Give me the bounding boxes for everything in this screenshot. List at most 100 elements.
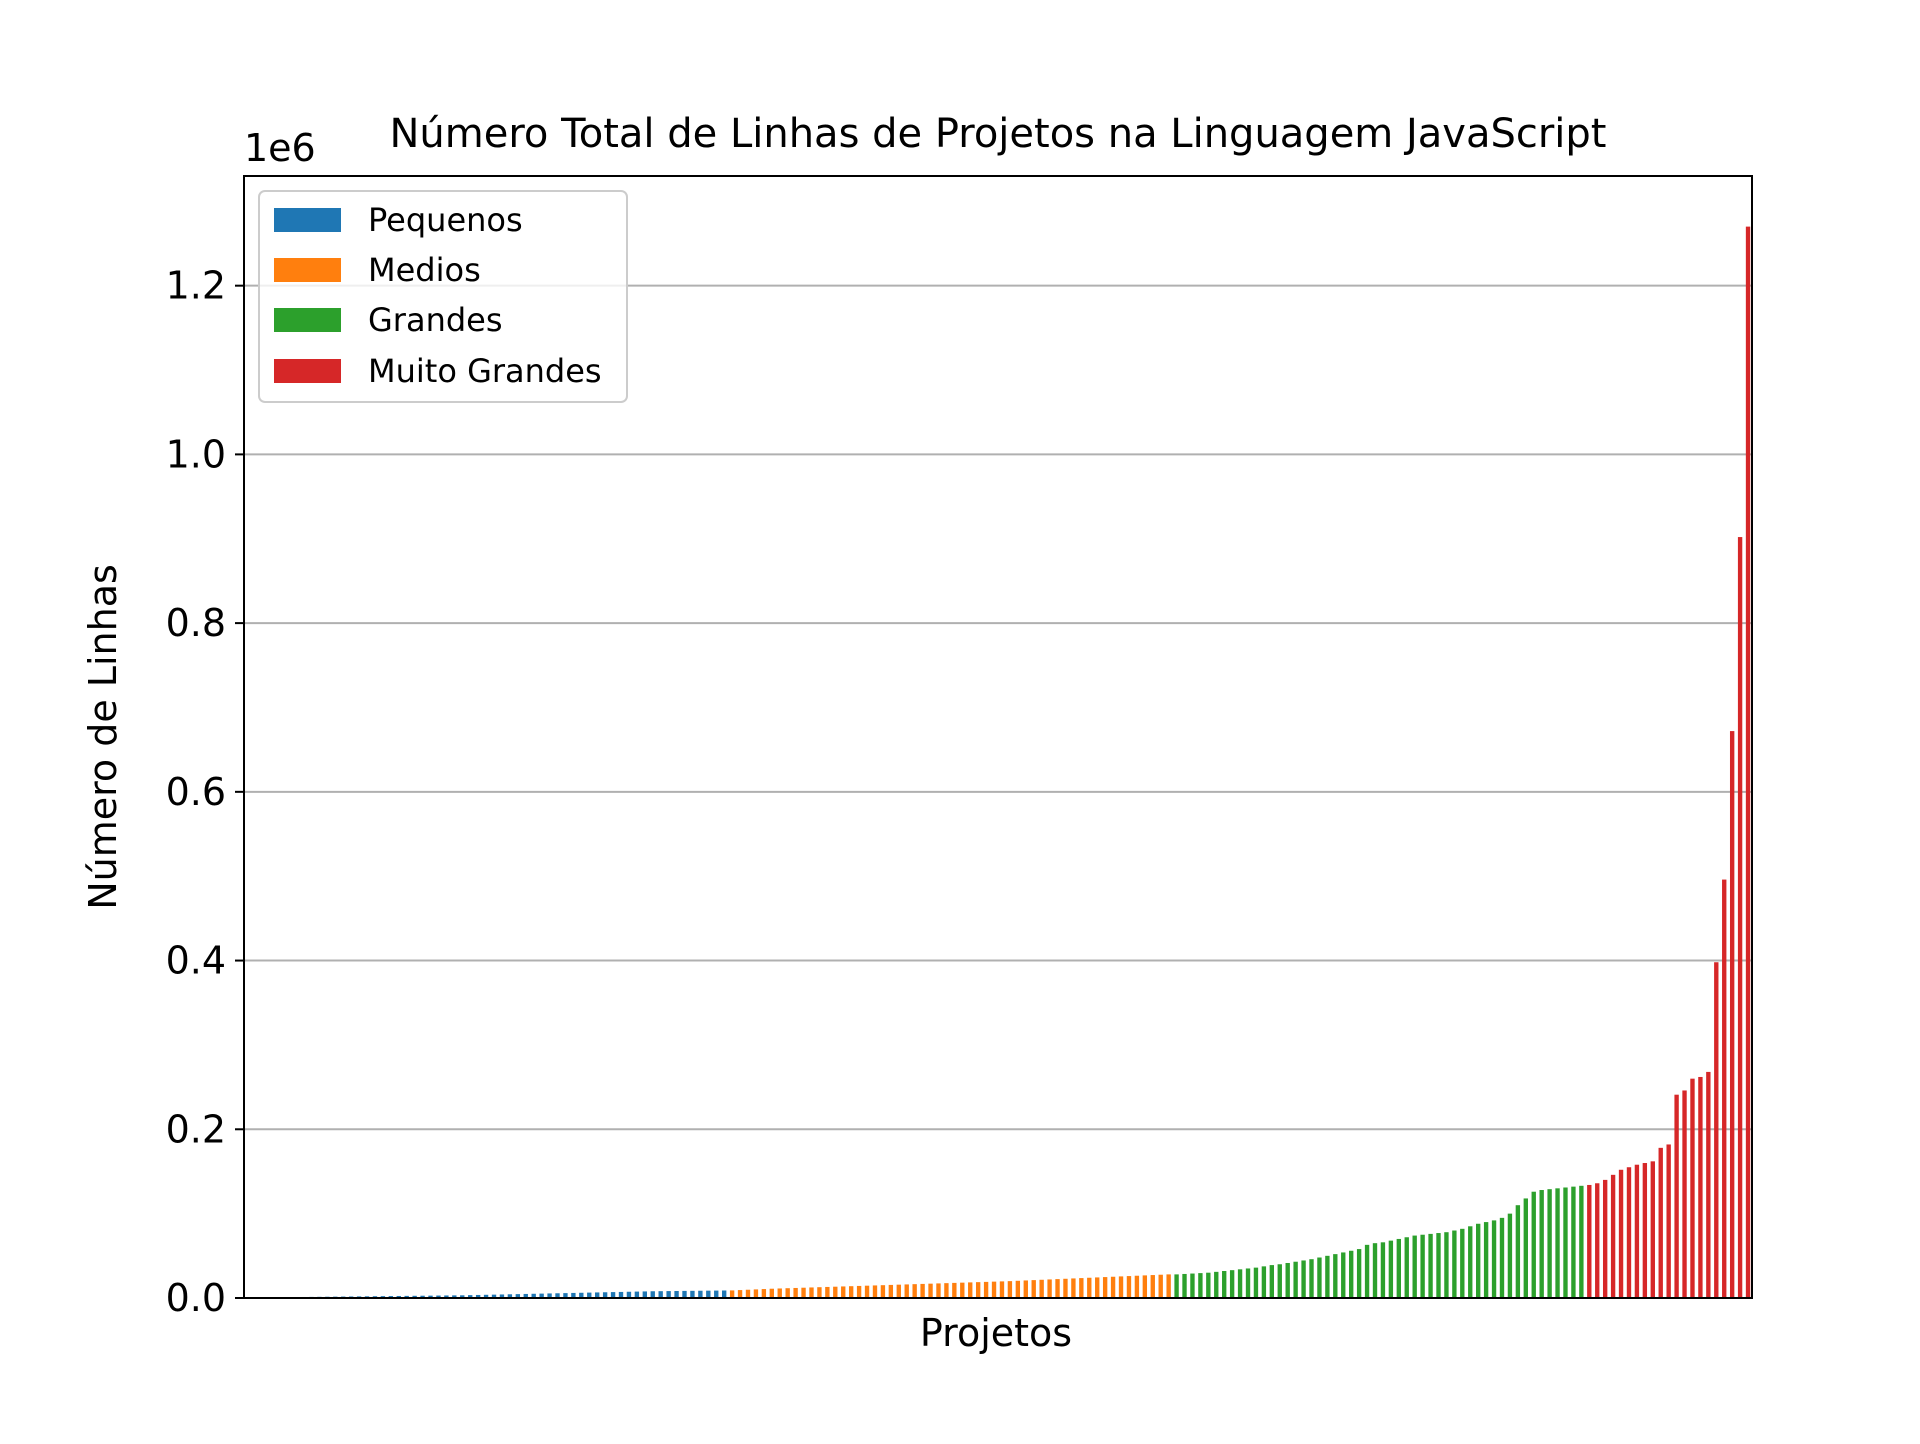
y-tick-label: 1.0 bbox=[166, 432, 226, 476]
y-offset-label: 1e6 bbox=[244, 126, 316, 170]
bar-medios-4 bbox=[762, 1289, 766, 1298]
bar-grandes-49 bbox=[1563, 1187, 1567, 1298]
bar-grandes-50 bbox=[1571, 1187, 1575, 1298]
bar-medios-11 bbox=[817, 1287, 821, 1298]
bar-grandes-12 bbox=[1270, 1265, 1274, 1298]
bar-muito-grandes-2 bbox=[1603, 1180, 1607, 1298]
bar-medios-2 bbox=[746, 1290, 750, 1298]
bar-grandes-9 bbox=[1246, 1268, 1250, 1298]
bar-medios-5 bbox=[770, 1289, 774, 1298]
bar-pequenos-57 bbox=[698, 1291, 702, 1298]
bar-medios-15 bbox=[849, 1286, 853, 1298]
bar-medios-25 bbox=[928, 1284, 932, 1298]
bar-medios-42 bbox=[1063, 1279, 1067, 1298]
bar-muito-grandes-13 bbox=[1690, 1079, 1694, 1298]
bar-grandes-38 bbox=[1476, 1224, 1480, 1298]
legend-swatch-pequenos bbox=[274, 208, 341, 232]
bar-pequenos-56 bbox=[690, 1291, 694, 1298]
bar-grandes-13 bbox=[1278, 1264, 1282, 1298]
bar-grandes-37 bbox=[1468, 1226, 1472, 1298]
bar-grandes-16 bbox=[1301, 1260, 1305, 1298]
bar-medios-45 bbox=[1087, 1278, 1091, 1298]
legend-swatch-muito-grandes bbox=[274, 359, 341, 383]
legend: Pequenos Medios Grandes Muito Grandes bbox=[259, 191, 627, 402]
x-axis-label: Projetos bbox=[920, 1311, 1072, 1355]
bar-medios-30 bbox=[968, 1282, 972, 1298]
bar-medios-6 bbox=[778, 1288, 782, 1298]
bar-medios-39 bbox=[1039, 1280, 1043, 1298]
bar-medios-43 bbox=[1071, 1278, 1075, 1298]
bar-pequenos-59 bbox=[714, 1291, 718, 1298]
bar-grandes-43 bbox=[1516, 1205, 1520, 1298]
bar-medios-1 bbox=[738, 1290, 742, 1298]
bar-medios-12 bbox=[825, 1287, 829, 1298]
legend-label-grandes: Grandes bbox=[368, 301, 503, 339]
legend-label-pequenos: Pequenos bbox=[368, 201, 523, 239]
y-tick-label: 0.4 bbox=[166, 939, 226, 983]
bar-medios-55 bbox=[1166, 1274, 1170, 1298]
bar-medios-28 bbox=[952, 1283, 956, 1298]
bar-medios-16 bbox=[857, 1286, 861, 1298]
bar-medios-9 bbox=[801, 1288, 805, 1298]
bar-grandes-33 bbox=[1436, 1233, 1440, 1298]
bar-grandes-28 bbox=[1397, 1239, 1401, 1298]
bar-grandes-6 bbox=[1222, 1271, 1226, 1298]
bar-grandes-19 bbox=[1325, 1256, 1329, 1298]
bar-medios-35 bbox=[1008, 1281, 1012, 1298]
bar-muito-grandes-20 bbox=[1746, 227, 1750, 1298]
bar-grandes-32 bbox=[1428, 1234, 1432, 1298]
bar-medios-48 bbox=[1111, 1277, 1115, 1298]
bar-medios-37 bbox=[1024, 1280, 1028, 1298]
legend-label-muito-grandes: Muito Grandes bbox=[368, 352, 602, 390]
bar-pequenos-54 bbox=[674, 1291, 678, 1298]
bar-medios-53 bbox=[1151, 1275, 1155, 1298]
bar-grandes-41 bbox=[1500, 1218, 1504, 1298]
legend-swatch-grandes bbox=[274, 308, 341, 332]
bar-grandes-11 bbox=[1262, 1266, 1266, 1298]
bar-muito-grandes-12 bbox=[1682, 1090, 1686, 1298]
bar-grandes-0 bbox=[1174, 1274, 1178, 1298]
bar-medios-8 bbox=[793, 1288, 797, 1298]
bar-muito-grandes-1 bbox=[1595, 1183, 1599, 1298]
bar-muito-grandes-8 bbox=[1651, 1161, 1655, 1298]
bar-medios-19 bbox=[881, 1285, 885, 1298]
bar-grandes-30 bbox=[1413, 1236, 1417, 1298]
bar-medios-41 bbox=[1055, 1279, 1059, 1298]
bar-medios-13 bbox=[833, 1287, 837, 1298]
bar-medios-17 bbox=[865, 1286, 869, 1298]
bar-medios-46 bbox=[1095, 1277, 1099, 1298]
bar-grandes-4 bbox=[1206, 1273, 1210, 1298]
bar-grandes-8 bbox=[1238, 1269, 1242, 1298]
bar-grandes-14 bbox=[1286, 1263, 1290, 1298]
bar-medios-18 bbox=[873, 1285, 877, 1298]
y-tick-label: 0.6 bbox=[166, 770, 226, 814]
bar-grandes-3 bbox=[1198, 1273, 1202, 1298]
bar-grandes-25 bbox=[1373, 1243, 1377, 1298]
chart-title: Número Total de Linhas de Projetos na Li… bbox=[390, 111, 1607, 157]
bar-grandes-48 bbox=[1555, 1188, 1559, 1298]
bar-medios-22 bbox=[905, 1284, 909, 1298]
bar-medios-34 bbox=[1000, 1281, 1004, 1298]
bar-medios-21 bbox=[897, 1285, 901, 1298]
bar-grandes-22 bbox=[1349, 1251, 1353, 1298]
bar-grandes-47 bbox=[1547, 1189, 1551, 1298]
bar-grandes-46 bbox=[1539, 1190, 1543, 1298]
bar-grandes-42 bbox=[1508, 1214, 1512, 1298]
bar-pequenos-60 bbox=[722, 1290, 726, 1298]
bar-muito-grandes-5 bbox=[1627, 1167, 1631, 1298]
bar-medios-20 bbox=[889, 1285, 893, 1298]
bar-grandes-45 bbox=[1532, 1192, 1536, 1298]
bar-medios-33 bbox=[992, 1282, 996, 1298]
bar-medios-14 bbox=[841, 1286, 845, 1298]
bar-medios-31 bbox=[976, 1282, 980, 1298]
bar-grandes-40 bbox=[1492, 1220, 1496, 1298]
bar-medios-32 bbox=[984, 1282, 988, 1298]
bar-pequenos-58 bbox=[706, 1291, 710, 1298]
y-tick-label: 0.0 bbox=[166, 1276, 226, 1320]
bar-grandes-39 bbox=[1484, 1222, 1488, 1298]
bar-muito-grandes-18 bbox=[1730, 731, 1734, 1298]
bar-medios-7 bbox=[785, 1288, 789, 1298]
y-tick-label: 1.2 bbox=[166, 264, 226, 308]
